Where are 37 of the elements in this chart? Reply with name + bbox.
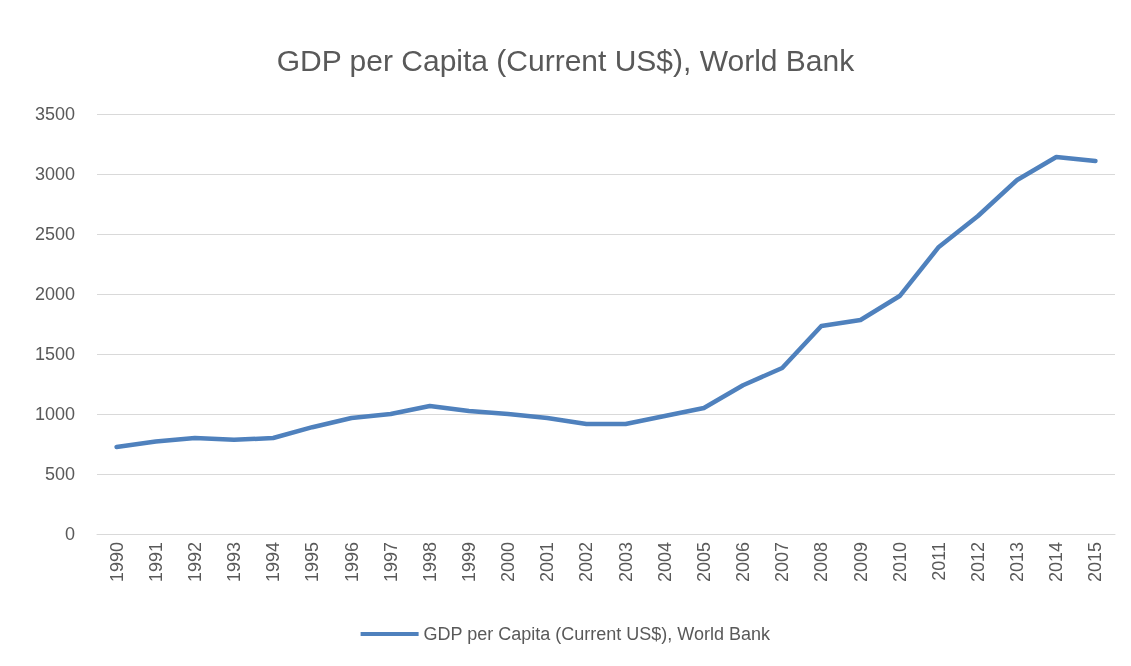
x-tick-label: 2009 — [850, 542, 871, 583]
x-tick-label: 2005 — [693, 542, 714, 583]
x-tick-label: 1994 — [263, 542, 284, 583]
y-tick-label: 2500 — [34, 224, 75, 244]
x-tick-label: 2001 — [537, 542, 558, 583]
x-tick-label: 2003 — [615, 542, 636, 583]
x-tick-label: 2008 — [811, 542, 832, 583]
x-tick-label: 1992 — [184, 542, 205, 583]
y-tick-label: 3500 — [34, 104, 75, 124]
x-tick-label: 1991 — [145, 542, 166, 583]
x-tick-label: 2015 — [1085, 542, 1106, 583]
line-series — [114, 154, 1098, 450]
x-tick-label: 1993 — [224, 542, 245, 583]
x-tick-label: 1997 — [380, 542, 401, 583]
x-tick-label: 2012 — [967, 542, 988, 583]
y-tick-label: 1000 — [34, 404, 75, 424]
x-tick-label: 2004 — [654, 542, 675, 583]
x-tick-label: 1998 — [419, 542, 440, 583]
x-tick-label: 2000 — [498, 542, 519, 583]
y-tick-label: 1500 — [34, 344, 75, 364]
x-tick-label: 2002 — [576, 542, 597, 583]
x-tick-label: 1995 — [302, 542, 323, 583]
x-tick-label: 2006 — [733, 542, 754, 583]
x-tick-label: 1996 — [341, 542, 362, 583]
y-tick-label: 2000 — [34, 284, 75, 304]
y-tick-label: 500 — [44, 464, 75, 484]
y-tick-label: 3000 — [34, 164, 75, 184]
x-tick-label: 1999 — [458, 542, 479, 583]
y-tick-label: 0 — [64, 524, 75, 544]
x-tick-label: 2007 — [772, 542, 793, 583]
x-tick-label: 2014 — [1046, 542, 1067, 583]
x-tick-label: 1990 — [106, 542, 127, 583]
chart-title: GDP per Capita (Current US$), World Bank — [276, 43, 856, 77]
legend-label: GDP per Capita (Current US$), World Bank — [423, 624, 772, 644]
x-tick-label: 2011 — [928, 542, 949, 581]
x-tick-label: 2013 — [1007, 542, 1028, 583]
x-tick-label: 2010 — [889, 542, 910, 583]
